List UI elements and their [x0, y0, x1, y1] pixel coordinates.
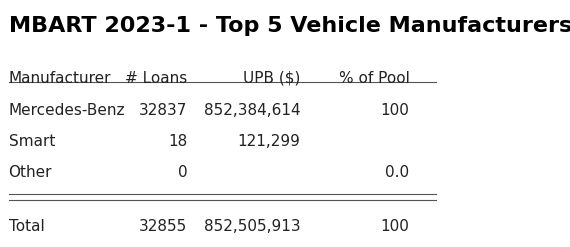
- Text: 18: 18: [168, 134, 187, 149]
- Text: 32855: 32855: [139, 219, 187, 234]
- Text: Smart: Smart: [9, 134, 55, 149]
- Text: Other: Other: [9, 165, 52, 180]
- Text: 0: 0: [178, 165, 187, 180]
- Text: # Loans: # Loans: [125, 71, 187, 86]
- Text: 121,299: 121,299: [238, 134, 300, 149]
- Text: Total: Total: [9, 219, 44, 234]
- Text: 32837: 32837: [139, 103, 187, 118]
- Text: 852,505,913: 852,505,913: [204, 219, 300, 234]
- Text: UPB ($): UPB ($): [243, 71, 300, 86]
- Text: 100: 100: [381, 219, 409, 234]
- Text: % of Pool: % of Pool: [339, 71, 409, 86]
- Text: Mercedes-Benz: Mercedes-Benz: [9, 103, 125, 118]
- Text: 100: 100: [381, 103, 409, 118]
- Text: 852,384,614: 852,384,614: [204, 103, 300, 118]
- Text: 0.0: 0.0: [385, 165, 409, 180]
- Text: Manufacturer: Manufacturer: [9, 71, 111, 86]
- Text: MBART 2023-1 - Top 5 Vehicle Manufacturers: MBART 2023-1 - Top 5 Vehicle Manufacture…: [9, 16, 570, 36]
